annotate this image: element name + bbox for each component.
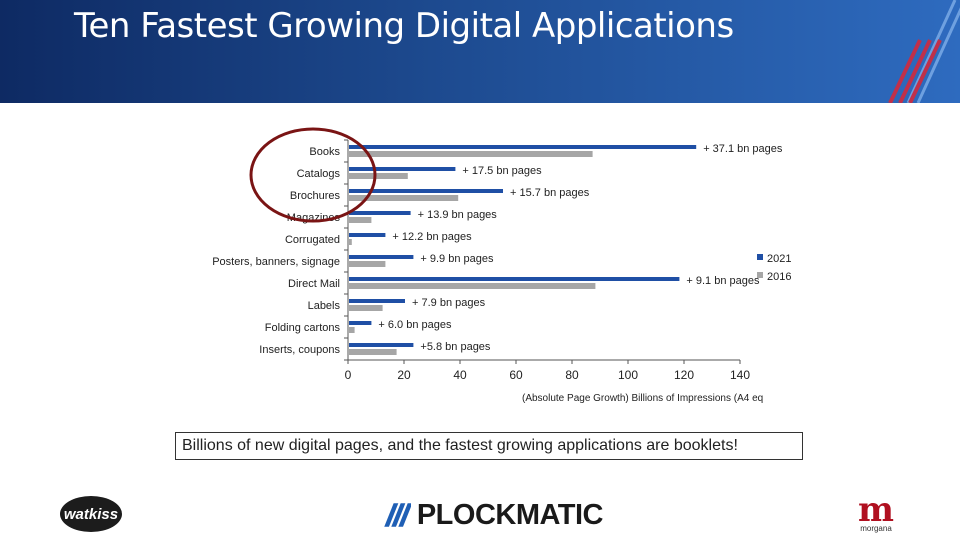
legend-swatch-2021 — [757, 254, 763, 260]
bar-2016 — [349, 239, 352, 245]
growth-label: + 9.1 bn pages — [686, 275, 760, 287]
plockmatic-stripes-icon — [384, 503, 411, 527]
growth-label: + 13.9 bn pages — [418, 209, 498, 221]
bar-2016 — [349, 195, 459, 201]
bar-2021 — [349, 255, 414, 259]
x-tick-label: 80 — [565, 368, 579, 382]
bar-2016 — [349, 173, 408, 179]
category-label: Inserts, coupons — [259, 344, 340, 356]
x-tick-label: 0 — [345, 368, 352, 382]
category-label: Posters, banners, signage — [212, 256, 340, 268]
stripes-decoration — [888, 0, 960, 103]
bar-2021 — [349, 211, 411, 215]
caption-text: Billions of new digital pages, and the f… — [182, 437, 738, 454]
bar-2016 — [349, 151, 593, 157]
watkiss-logo: watkiss — [60, 496, 122, 532]
legend-label-2016: 2016 — [767, 271, 791, 283]
bar-2021 — [349, 145, 697, 149]
category-label: Direct Mail — [288, 278, 340, 290]
category-label: Folding cartons — [265, 322, 341, 334]
growth-label: + 17.5 bn pages — [462, 165, 542, 177]
growth-label: + 6.0 bn pages — [378, 319, 452, 331]
category-label: Books — [309, 146, 340, 158]
x-tick-label: 140 — [730, 368, 750, 382]
x-tick-label: 100 — [618, 368, 638, 382]
x-tick-label: 40 — [453, 368, 467, 382]
bar-2021 — [349, 233, 386, 237]
growth-label: +5.8 bn pages — [420, 341, 491, 353]
bar-2016 — [349, 261, 386, 267]
bar-2021 — [349, 299, 405, 303]
x-axis-title: (Absolute Page Growth) Billions of Impre… — [522, 393, 763, 404]
category-label: Labels — [308, 300, 341, 312]
slide-title: Ten Fastest Growing Digital Applications — [74, 6, 734, 46]
bar-2021 — [349, 189, 503, 193]
title-banner: Ten Fastest Growing Digital Applications — [0, 0, 960, 103]
category-label: Corrugated — [285, 234, 340, 246]
bar-2021 — [349, 343, 414, 347]
bar-2016 — [349, 305, 383, 311]
caption-box: Billions of new digital pages, and the f… — [175, 432, 803, 460]
growth-bar-chart: Books + 37.1 bn pages Catalogs + 17.5 bn pa… — [212, 127, 791, 404]
plockmatic-logo-text: PLOCKMATIC — [416, 498, 604, 531]
bar-2021 — [349, 321, 372, 325]
bar-2021 — [349, 277, 680, 281]
watkiss-logo-text: watkiss — [63, 505, 119, 523]
legend-swatch-2016 — [757, 272, 763, 278]
plockmatic-logo: PLOCKMATIC — [378, 495, 604, 535]
legend-label-2021: 2021 — [767, 253, 791, 265]
growth-label: + 12.2 bn pages — [392, 231, 472, 243]
highlight-circle — [249, 127, 377, 223]
growth-label: + 37.1 bn pages — [703, 143, 783, 155]
category-label: Catalogs — [297, 168, 341, 180]
bar-2016 — [349, 283, 596, 289]
morgana-logo-mark: m — [858, 490, 894, 530]
bar-2016 — [349, 349, 397, 355]
growth-label: + 7.9 bn pages — [412, 297, 486, 309]
morgana-logo: m morgana — [848, 490, 904, 536]
x-tick-label: 60 — [509, 368, 523, 382]
bar-2016 — [349, 327, 355, 333]
x-tick-label: 20 — [397, 368, 411, 382]
bar-2021 — [349, 167, 456, 171]
growth-label: + 9.9 bn pages — [420, 253, 494, 265]
x-tick-label: 120 — [674, 368, 694, 382]
morgana-logo-text: morgana — [860, 524, 892, 533]
growth-label: + 15.7 bn pages — [510, 187, 590, 199]
bar-2016 — [349, 217, 372, 223]
category-label: Brochures — [290, 190, 341, 202]
